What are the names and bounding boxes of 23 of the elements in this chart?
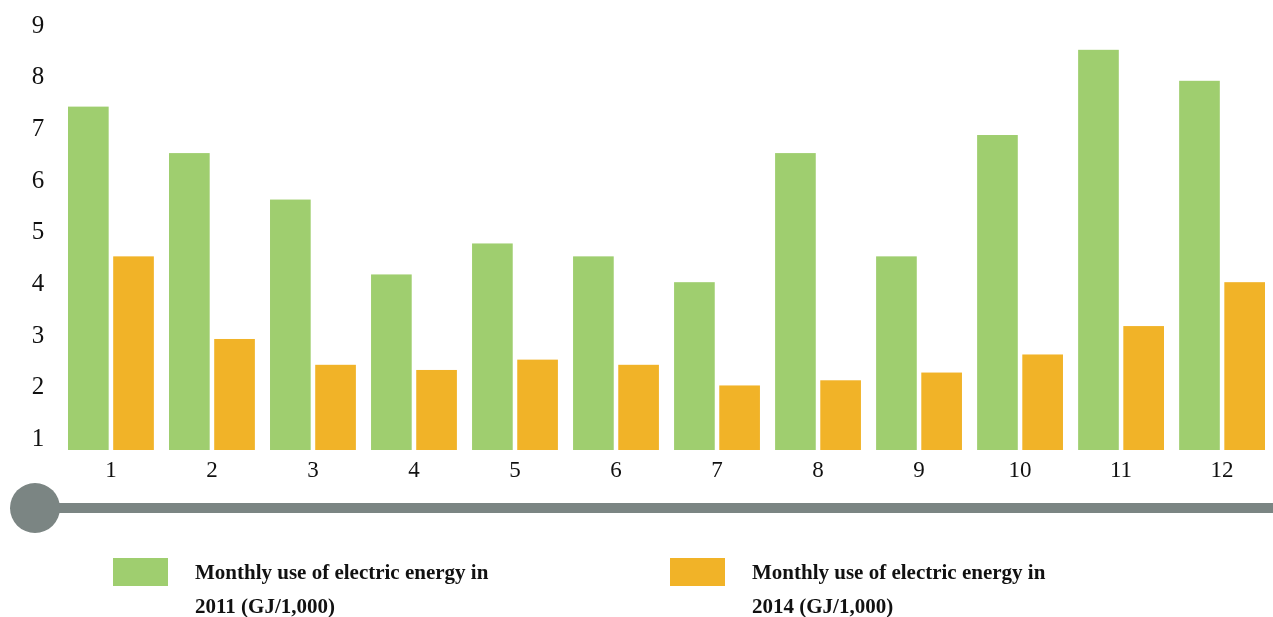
x-tick-label: 8 — [812, 457, 824, 482]
y-tick-label: 1 — [31, 423, 45, 451]
x-tick-label: 2 — [206, 457, 218, 482]
y-tick-label: 4 — [31, 268, 45, 296]
y-tick-label: 7 — [31, 114, 45, 142]
x-tick-label: 9 — [913, 457, 925, 482]
x-tick-label: 11 — [1109, 457, 1133, 482]
x-tick-label: 5 — [509, 457, 521, 482]
x-tick-label: 1 — [105, 457, 117, 482]
x-tick-label: 12 — [1210, 457, 1234, 482]
x-tick-label: 10 — [1008, 457, 1032, 482]
legend-label: Monthly use of electric energy in 2014 (GJ/1,000) — [752, 560, 1046, 617]
y-tick-label: 3 — [31, 320, 45, 348]
y-tick-label: 6 — [31, 165, 45, 193]
y-tick-label: 2 — [31, 372, 45, 400]
x-tick-label: 7 — [711, 457, 723, 482]
legend-label: Monthly use of electric energy in 2011 (GJ/1,000) — [195, 560, 489, 617]
y-tick-label: 8 — [31, 62, 45, 90]
x-tick-label: 6 — [610, 457, 622, 482]
x-tick-label: 4 — [408, 457, 421, 482]
y-tick-label: 5 — [31, 217, 45, 245]
y-tick-label: 9 — [31, 10, 45, 38]
x-tick-label: 3 — [307, 457, 319, 482]
